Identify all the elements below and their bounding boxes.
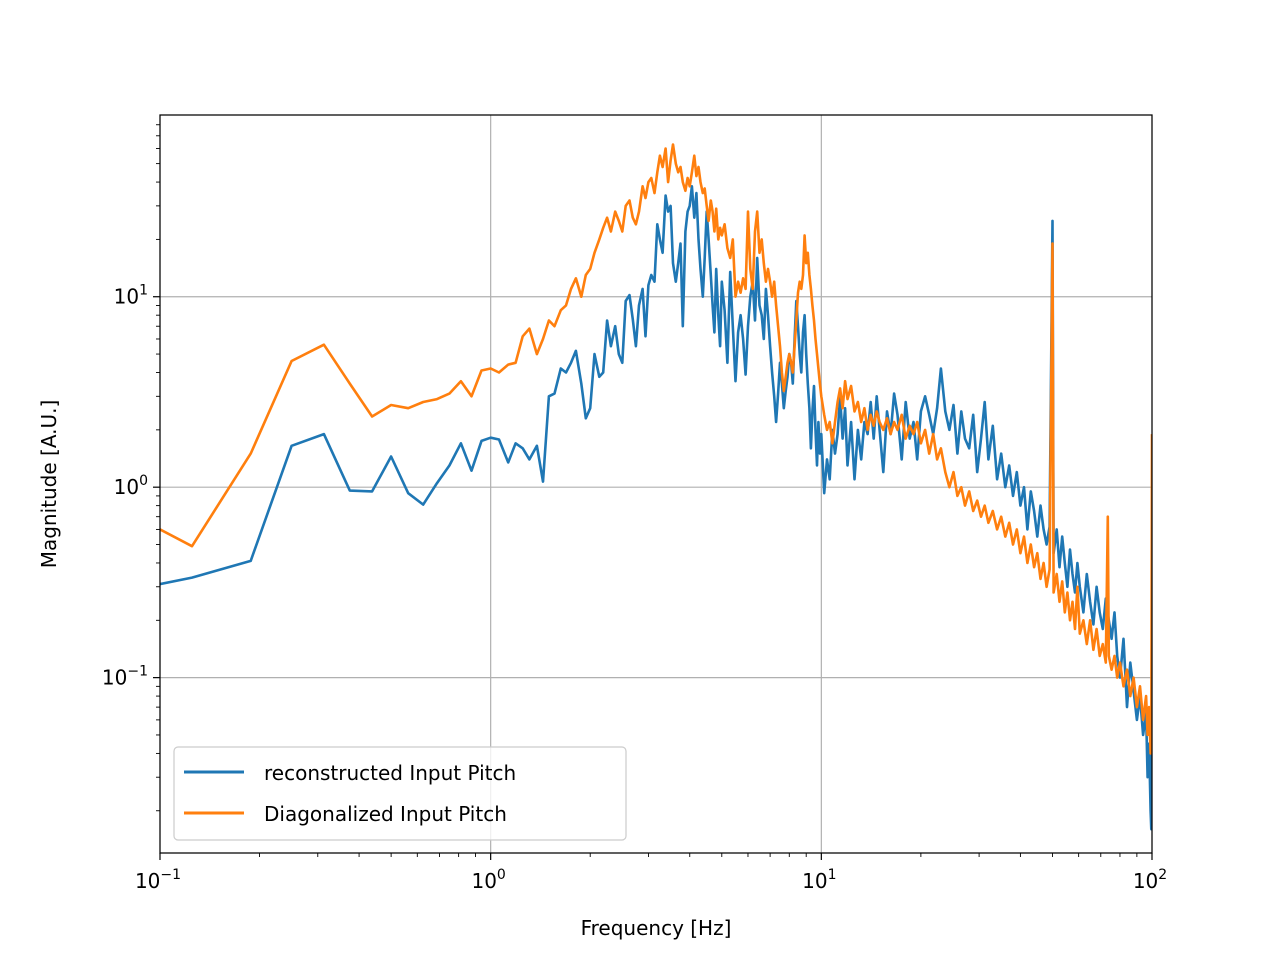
legend-label-diagonalized: Diagonalized Input Pitch bbox=[264, 802, 507, 826]
x-tick-label: 100 bbox=[471, 867, 505, 893]
y-tick-labels: 10−1 100 101 bbox=[102, 283, 148, 690]
tick-marks bbox=[153, 124, 1153, 860]
plot-frame bbox=[159, 114, 1153, 854]
x-tick-labels: 10−1 100 101 102 bbox=[135, 867, 1167, 893]
legend: reconstructed Input Pitch Diagonalized I… bbox=[173, 746, 627, 841]
x-axis-label: Frequency [Hz] bbox=[581, 916, 732, 940]
y-tick-label: 100 bbox=[114, 473, 148, 499]
y-axis-label: Magnitude [A.U.] bbox=[37, 400, 61, 569]
y-tick-label: 10−1 bbox=[102, 664, 148, 690]
legend-box bbox=[173, 746, 627, 841]
series-layer bbox=[160, 143, 1152, 831]
series-line-1 bbox=[160, 143, 1152, 755]
x-tick-label: 102 bbox=[1133, 867, 1167, 893]
grid-lines bbox=[160, 115, 1152, 853]
series-line-0 bbox=[160, 185, 1152, 831]
y-tick-label: 101 bbox=[114, 283, 148, 309]
legend-label-reconstructed: reconstructed Input Pitch bbox=[264, 761, 516, 785]
x-tick-label: 10−1 bbox=[135, 867, 181, 893]
x-tick-label: 101 bbox=[802, 867, 836, 893]
